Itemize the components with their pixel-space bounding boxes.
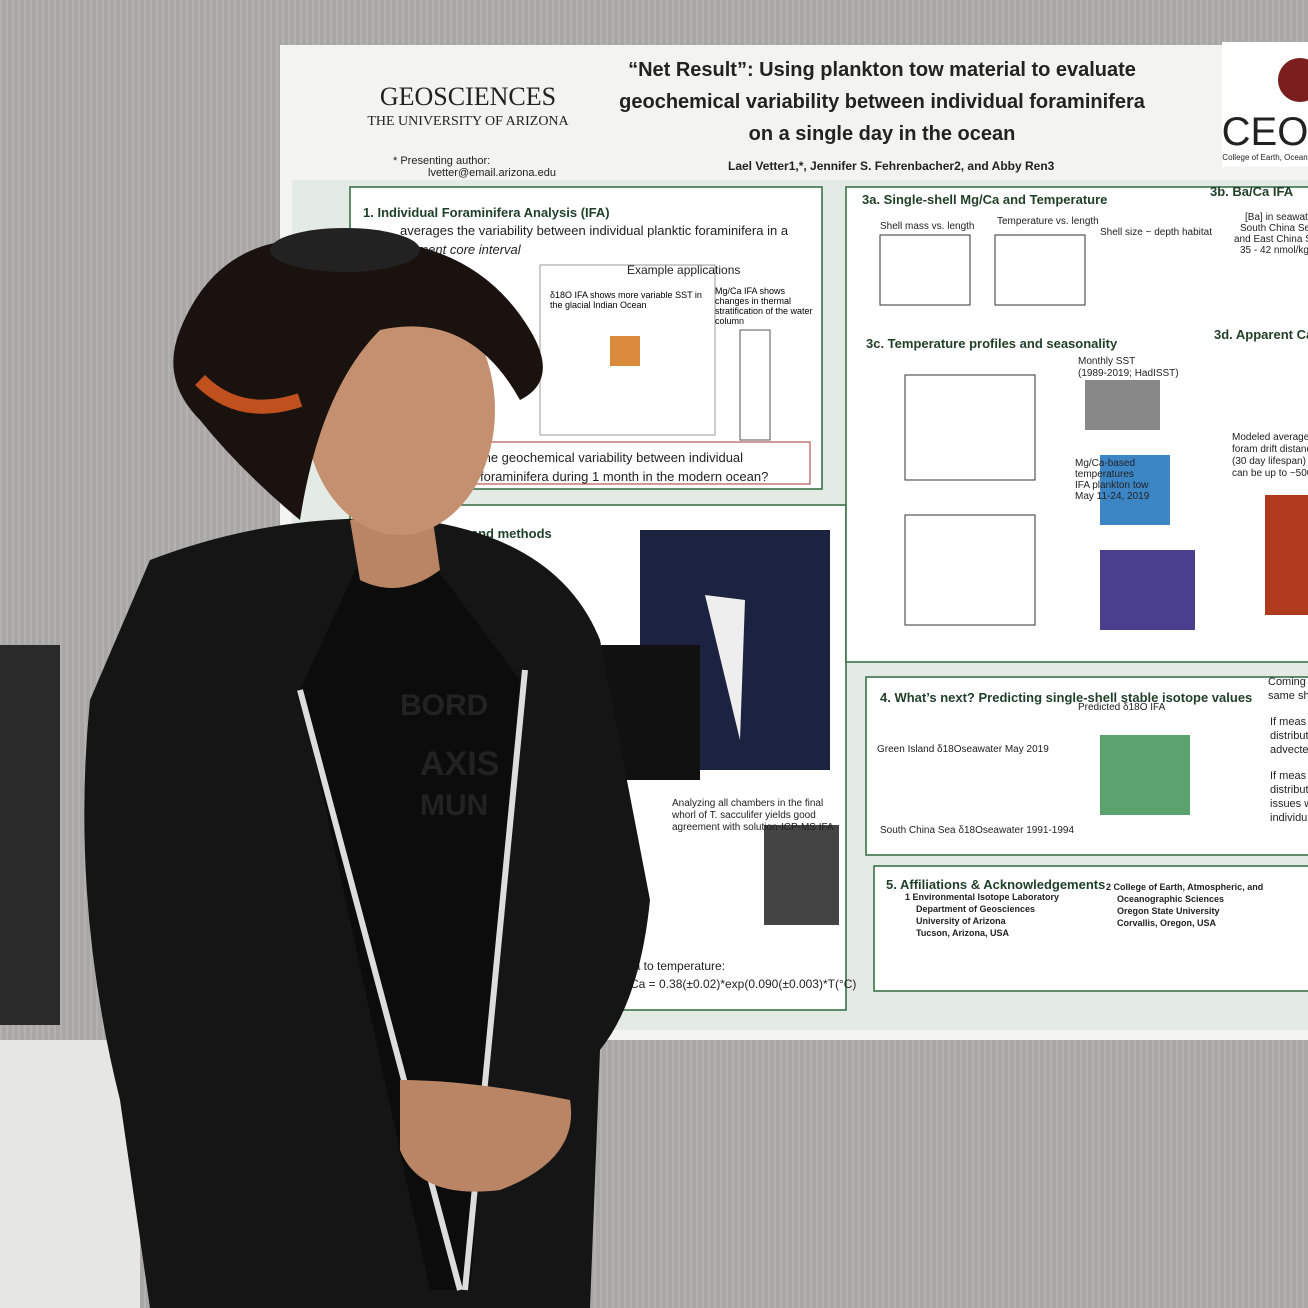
shirt-print: MUN	[420, 789, 488, 822]
example-text: δ18O IFA shows more variable SST in the …	[550, 290, 702, 310]
section-box	[873, 865, 1308, 992]
logo-text: GEOSCIENCES	[380, 82, 556, 111]
question: foraminifera during 1 month in the moder…	[480, 469, 768, 484]
section-text: (30 day lifespan)	[1232, 456, 1306, 467]
example-text: δ18O IFA shows more variable SST in the …	[550, 290, 702, 310]
section-heading: 3c. Temperature profiles and seasonality	[866, 336, 1118, 351]
authors: Lael Vetter1,*, Jennifer S. Fehrenbacher…	[728, 159, 1055, 173]
edge-line: same sh	[1268, 690, 1308, 702]
affiliation-line: Oregon State University	[1117, 906, 1220, 916]
hair	[173, 239, 543, 520]
section-text: foram drift distance	[1232, 444, 1308, 455]
edge-line: If meas	[1270, 770, 1307, 782]
shirt-print: BORD	[400, 689, 488, 722]
edge-line: issues w	[1270, 798, 1308, 810]
logo-text: College of Earth, Ocean	[1222, 153, 1307, 162]
shirt-print: AXIS	[420, 745, 499, 783]
right-edge-text: Coming same sh If meas distribut advecte…	[1268, 676, 1308, 824]
section-text: Shell size ~ depth habitat	[1100, 227, 1212, 238]
hair-highlight	[195, 374, 303, 414]
poster-title: geochemical variability between individu…	[619, 91, 1146, 113]
section-heading: 4. What’s next? Predicting single-shell …	[880, 690, 1252, 705]
plot	[994, 234, 1086, 306]
affiliation-line: 1 Environmental Isotope Laboratory	[905, 892, 1059, 902]
plot	[904, 374, 1036, 481]
plankton-net	[705, 595, 745, 740]
coffee-maker	[0, 645, 60, 1025]
poster-title: “Net Result”: Using plankton tow materia…	[628, 59, 1136, 81]
section-text: Shell mass vs. length	[880, 221, 975, 232]
section-text: [Ba] in seawater	[1245, 212, 1308, 223]
sunglasses	[270, 228, 420, 272]
example-text: Mg/Ca IFA shows changes in thermal strat…	[715, 286, 813, 326]
section-heading: 1. Individual Foraminifera Analysis (IFA…	[363, 205, 610, 220]
question: the geochemical variability between indi…	[480, 450, 743, 465]
section-box	[845, 186, 1308, 663]
affiliation-line: Oceanographic Sciences	[1117, 894, 1224, 904]
section-text: Analyzing all chambers in the final	[672, 798, 823, 809]
plot	[739, 329, 771, 441]
edge-line: Coming	[1268, 676, 1306, 688]
affiliation-line: 2 College of Earth, Atmospheric, and	[1106, 882, 1263, 892]
edge-line: individu	[1270, 812, 1307, 824]
affiliation-line: Department of Geosciences	[916, 904, 1035, 914]
seal	[1278, 58, 1308, 102]
person: BORD AXIS MUN	[84, 228, 651, 1308]
section-text: Mg/Ca-based	[1075, 458, 1135, 469]
plot	[879, 234, 971, 306]
section-text: and East China Sea	[1234, 234, 1308, 245]
section-text: 35 - 42 nmol/kg	[1240, 245, 1308, 256]
affiliation-line: Corvallis, Oregon, USA	[1117, 918, 1217, 928]
section-text: Monthly SST	[1078, 356, 1135, 367]
histogram	[1085, 380, 1160, 430]
affiliations: 1 Environmental Isotope Laboratory Depar…	[905, 882, 1263, 938]
section-text: Predicted δ18O IFA	[1078, 702, 1166, 713]
affiliation-line: University of Arizona	[916, 916, 1007, 926]
section-text: averages the variability between individ…	[400, 223, 789, 238]
logo-text: CEO	[1222, 110, 1308, 154]
edge-line: If meas	[1270, 716, 1307, 728]
histogram	[1100, 735, 1190, 815]
example-text: Mg/Ca IFA shows changes in thermal strat…	[715, 286, 813, 326]
histogram	[1100, 455, 1170, 525]
example-heading: Example applications	[627, 263, 740, 277]
photo-shell	[764, 825, 839, 925]
hands	[400, 1080, 572, 1192]
section-text: can be up to ~500	[1232, 468, 1308, 479]
section-text: Modeled average	[1232, 432, 1308, 443]
histogram	[1100, 550, 1195, 630]
section-text: Temperature vs. length	[997, 216, 1099, 227]
plot	[904, 514, 1036, 626]
section-heading: 3a. Single-shell Mg/Ca and Temperature	[862, 192, 1107, 207]
equation: g/Ca = 0.38(±0.02)*exp(0.090(±0.003)*T(°…	[620, 977, 856, 991]
section-text: whorl of T. sacculifer yields good	[671, 810, 816, 821]
section-heading: 3b. Ba/Ca IFA	[1210, 184, 1294, 199]
edge-line: advecte	[1270, 744, 1308, 756]
map	[1265, 495, 1308, 615]
section-text: Green Island δ18Oseawater May 2019	[877, 744, 1049, 755]
equation: Ca to temperature:	[625, 959, 725, 973]
section-text: IFA plankton tow	[1075, 480, 1149, 491]
section-text: May 11-24, 2019	[1075, 491, 1150, 502]
logo-text: THE UNIVERSITY OF ARIZONA	[367, 114, 569, 129]
section-text: South China Sea δ18Oseawater 1991-1994	[880, 825, 1074, 836]
section-box	[865, 676, 1308, 856]
section-heading: 5. Affiliations & Acknowledgements	[886, 877, 1105, 892]
edge-line: distribut	[1270, 730, 1308, 742]
section-heading: 3d. Apparent Cal	[1214, 327, 1308, 342]
poster-title: on a single day in the ocean	[749, 123, 1016, 145]
presenting-author: lvetter@email.arizona.edu	[428, 167, 556, 179]
presenting-author: * Presenting author:	[393, 155, 490, 167]
affiliation-line: Tucson, Arizona, USA	[916, 928, 1010, 938]
bar	[610, 336, 640, 366]
section-text: temperatures	[1075, 469, 1134, 480]
zipper-trim	[297, 689, 463, 1291]
edge-line: distribut	[1270, 784, 1308, 796]
section-text: agreement with solution-ICP-MS IFA	[672, 822, 834, 833]
section-text: (1989-2019; HadISST)	[1078, 368, 1179, 379]
section-text: South China Sea	[1240, 223, 1308, 234]
